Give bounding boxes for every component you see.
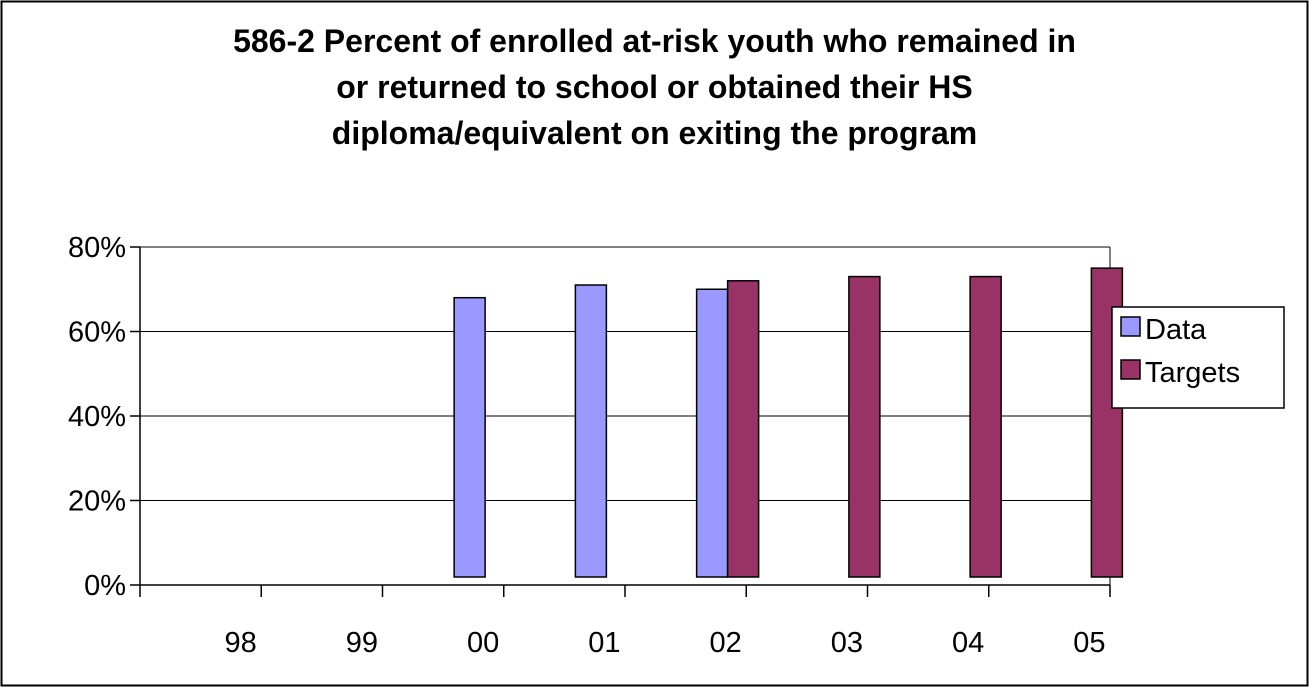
bar-targets-04	[969, 275, 1002, 578]
x-tick-label: 04	[952, 627, 984, 659]
x-tick-label: 00	[467, 627, 499, 659]
y-tick-label: 80%	[68, 232, 126, 264]
x-tick-label: 02	[709, 627, 741, 659]
legend-label-data: Data	[1145, 314, 1207, 346]
x-tick-label: 03	[831, 627, 863, 659]
x-tick-label: 99	[346, 627, 378, 659]
chart-title-line-1: 586-2 Percent of enrolled at-risk youth …	[233, 23, 1076, 59]
y-tick-label: 20%	[68, 486, 126, 518]
y-tick-label: 40%	[68, 401, 126, 433]
legend-label-targets: Targets	[1145, 357, 1240, 389]
chart-title-line-3: diploma/equivalent on exiting the progra…	[331, 115, 978, 151]
x-tick-label: 98	[224, 627, 256, 659]
chart-title: 586-2 Percent of enrolled at-risk youth …	[0, 18, 1309, 156]
bar-data-02	[695, 288, 729, 578]
y-tick-label: 60%	[68, 317, 126, 349]
bar-targets-02	[726, 280, 760, 578]
bar-targets-03	[848, 275, 881, 578]
x-tick-label: 01	[588, 627, 620, 659]
bar-data-01	[574, 284, 608, 578]
x-tick-label: 05	[1073, 627, 1105, 659]
legend-swatch-targets	[1120, 359, 1141, 380]
chart-title-line-2: or returned to school or obtained their …	[336, 69, 973, 105]
legend-swatch-data	[1120, 316, 1141, 337]
y-tick-label: 0%	[84, 570, 126, 602]
bar-data-00	[453, 296, 486, 578]
